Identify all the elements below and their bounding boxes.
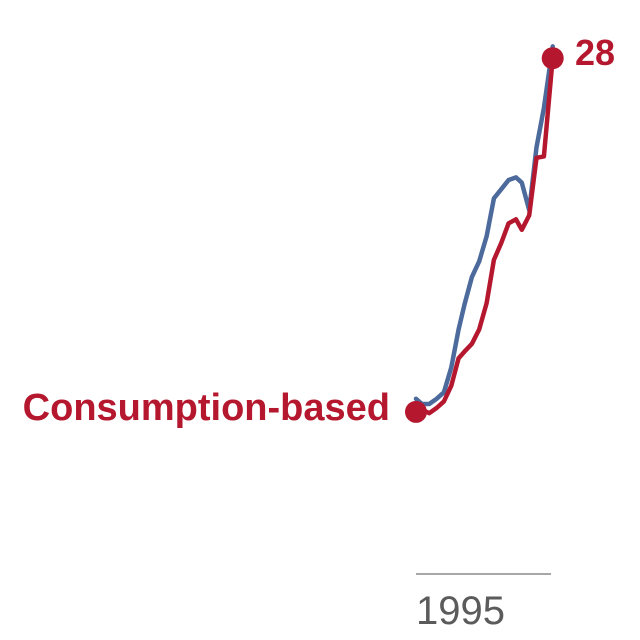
series-line-2 bbox=[413, 55, 555, 416]
markers-group bbox=[405, 47, 564, 423]
series-end-value-label: 28 bbox=[575, 32, 615, 73]
x-tick-label: 1995 bbox=[416, 589, 505, 633]
series-start-marker bbox=[405, 400, 427, 423]
series-end-marker bbox=[541, 47, 564, 70]
series-group bbox=[413, 44, 555, 416]
series-line-1 bbox=[413, 44, 555, 407]
x-axis: 1995 bbox=[416, 573, 551, 633]
series-start-label: Consumption-based bbox=[23, 387, 390, 429]
